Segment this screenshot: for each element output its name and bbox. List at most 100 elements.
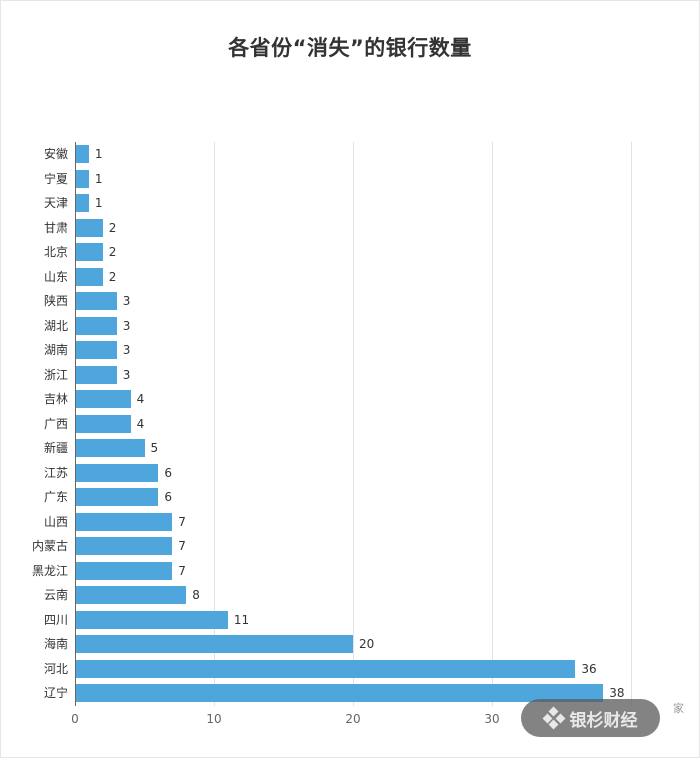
bar [76,439,145,458]
value-label: 8 [192,588,200,603]
bar [76,316,117,335]
value-label: 5 [150,441,159,456]
category-label: 黑龙江 [31,563,68,578]
bar-row: 山西 7 [44,510,700,535]
gridline [492,142,493,706]
value-label: 3 [122,318,131,333]
bar-row: 广东 6 [44,485,700,510]
bar [76,659,576,678]
gridline [631,142,632,706]
category-label: 江苏 [43,465,68,480]
value-label: 11 [233,612,250,627]
bar [76,463,159,482]
value-label: 20 [359,637,375,652]
value-label: 2 [108,245,117,260]
bar-row: 河北 36 [44,657,700,682]
x-tick-label: 0 [71,712,79,726]
bar [76,194,89,213]
category-label: 湖南 [43,343,68,358]
bar-row: 云南 8 [44,583,700,608]
value-label: 6 [164,490,173,505]
bar [76,610,228,629]
bar-row: 北京 2 [44,240,700,265]
value-label: 4 [136,392,145,407]
category-label: 吉林 [43,392,68,407]
value-label: 3 [122,343,131,358]
bar-row: 广西 4 [44,412,700,437]
bar [76,414,131,433]
bar-row: 湖北 3 [44,314,700,339]
category-label: 山东 [43,269,68,284]
value-label: 36 [581,661,597,676]
category-label: 湖北 [43,318,68,333]
bar [76,561,173,580]
bar-row: 吉林 4 [44,387,700,412]
x-tick-label: 20 [345,712,361,726]
value-label: 6 [164,465,173,480]
category-label: 新疆 [43,441,68,456]
value-label: 4 [136,416,145,431]
value-label: 2 [108,220,117,235]
bar [76,218,103,237]
value-label: 2 [108,269,117,284]
bar [76,145,89,163]
category-label: 甘肃 [43,220,68,235]
value-label: 3 [122,294,131,309]
category-label: 四川 [43,612,68,627]
category-label: 内蒙古 [31,539,68,554]
category-label: 天津 [43,196,68,211]
x-tick-label: 30 [484,712,500,726]
bar-row: 辽宁 38 [44,681,700,706]
bar [76,243,103,262]
bar-row: 新疆 5 [44,436,700,461]
bar-row: 江苏 6 [44,461,700,486]
bar [76,635,353,654]
bar-row: 安徽 1 [44,142,700,167]
bar-row: 陕西 3 [44,289,700,314]
bar [76,365,117,384]
bar-row: 海南 20 [44,632,700,657]
category-label: 宁夏 [43,171,68,186]
category-label: 安徽 [43,147,68,161]
chart-title: 各省份“消失”的银行数量 [228,36,472,60]
bar-row: 内蒙古 7 [32,534,700,559]
bar-row: 天津 1 [44,191,700,216]
category-label: 广东 [43,490,68,505]
value-label: 7 [178,514,186,529]
bar-row: 黑龙江 7 [32,559,700,584]
value-label: 7 [178,539,186,554]
value-label: 1 [94,147,103,161]
bar-row: 湖南 3 [44,338,700,363]
value-label: 1 [94,196,103,211]
bar-row: 山东 2 [44,265,700,290]
category-label: 河北 [43,661,68,676]
category-label: 山西 [43,514,68,529]
bar [76,390,131,409]
bar-row: 宁夏 1 [44,167,700,192]
bar [76,586,187,605]
value-label: 38 [609,686,625,701]
bar [76,537,173,556]
watermark-text: 银杉财经 [569,710,638,731]
category-label: 海南 [43,637,68,652]
bar [76,292,117,311]
bar [76,512,173,531]
bar [76,267,103,286]
unit-label: 家 [673,702,684,715]
category-label: 陕西 [43,294,68,309]
plot-area: 安徽 1 宁夏 1 天津 1 甘肃 2 北京 2 山东 2 陕西 3 湖北 3 湖南 3 浙江 3 吉林 4 广西 4 新疆 5 江… [32,142,632,706]
category-label: 浙江 [43,367,68,382]
diamond-cluster-icon [542,706,565,730]
y-axis-line [75,142,76,706]
value-label: 1 [94,171,103,186]
bar [76,169,89,188]
value-label: 7 [178,563,186,578]
bar [76,341,117,360]
watermark: 银杉财经 [521,699,660,737]
gridline [353,142,354,706]
category-label: 云南 [43,588,68,603]
value-label: 3 [122,367,131,382]
category-label: 广西 [43,416,68,431]
bar-row: 甘肃 2 [44,216,700,241]
category-label: 北京 [43,245,68,260]
